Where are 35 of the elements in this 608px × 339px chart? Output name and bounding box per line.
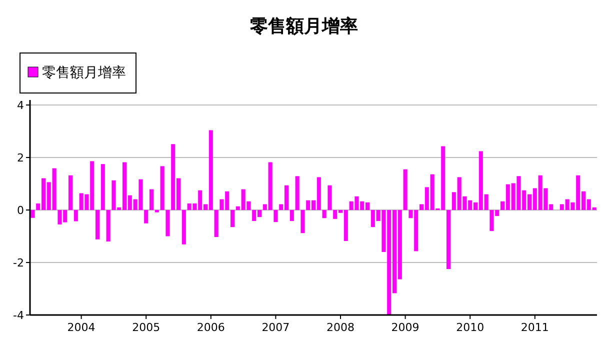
- x-tick-label: 2011: [520, 321, 549, 334]
- bar: [290, 210, 294, 222]
- bar: [144, 210, 148, 224]
- bar: [74, 210, 78, 222]
- bar: [274, 210, 278, 222]
- bar: [322, 210, 326, 218]
- y-tick-label: -4: [13, 309, 24, 322]
- bar: [446, 210, 451, 270]
- bar: [300, 210, 305, 234]
- bar: [295, 176, 300, 210]
- bar: [160, 166, 164, 210]
- bar: [230, 210, 235, 228]
- bar: [149, 189, 154, 210]
- bar: [68, 175, 73, 210]
- y-tick-label: 2: [17, 152, 24, 164]
- bar: [182, 210, 186, 244]
- chart-title: 零售額月增率: [250, 16, 358, 37]
- bar: [403, 169, 408, 210]
- bar: [328, 185, 332, 210]
- x-tick-label: 2004: [67, 321, 96, 334]
- bar: [100, 164, 105, 210]
- x-tick-label: 2005: [132, 321, 160, 334]
- x-tick-label: 2007: [262, 321, 290, 334]
- x-tick-label: 2010: [456, 321, 484, 334]
- x-tick-label: 2006: [196, 321, 225, 334]
- bar: [214, 210, 218, 238]
- bar: [106, 210, 110, 242]
- legend-label: 零售額月增率: [42, 65, 126, 81]
- bar: [95, 210, 100, 240]
- bar: [166, 210, 170, 236]
- y-tick-label: 0: [17, 204, 24, 217]
- y-tick-label: -2: [13, 256, 24, 270]
- x-tick-label: 2009: [391, 321, 420, 334]
- y-tick-label: 4: [17, 99, 24, 112]
- x-tick-label: 2008: [326, 321, 354, 334]
